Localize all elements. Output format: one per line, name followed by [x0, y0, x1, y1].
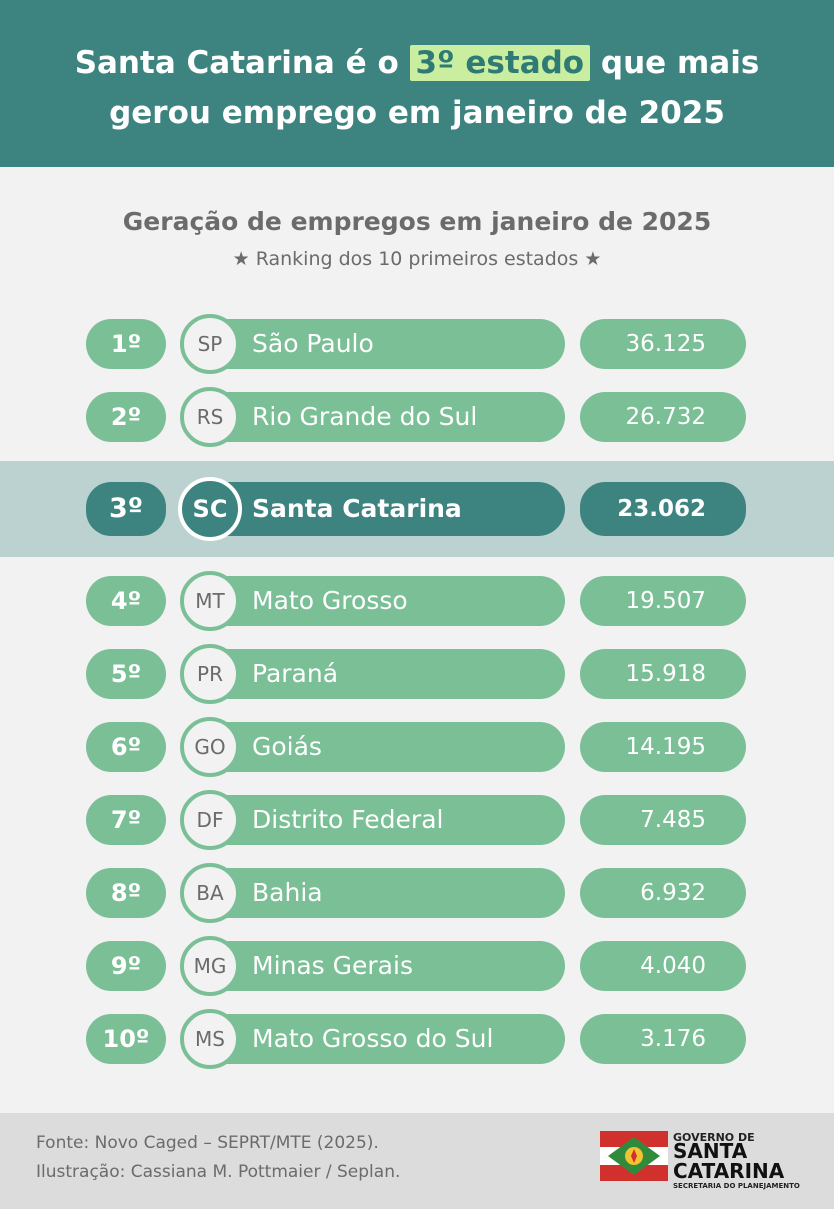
jobs-value: 26.732 [580, 392, 746, 442]
uf-circle: RS [180, 387, 240, 447]
state-bar [186, 319, 565, 369]
jobs-value: 14.195 [580, 722, 746, 772]
ranking-row: 4º MT Mato Grosso 19.507 [0, 571, 834, 631]
ranking-row-highlighted: 3º SC Santa Catarina 23.062 [0, 477, 834, 541]
header-banner: Santa Catarina é o 3º estado que mais ge… [0, 0, 834, 167]
headline-highlight: 3º estado [409, 45, 591, 81]
jobs-value: 36.125 [580, 319, 746, 369]
ranking-row: 1º SP São Paulo 36.125 [0, 314, 834, 374]
jobs-value: 15.918 [580, 649, 746, 699]
headline-line2: gerou emprego em janeiro de 2025 [109, 95, 725, 131]
ranking-row: 8º BA Bahia 6.932 [0, 863, 834, 923]
state-bar [186, 868, 565, 918]
state-bar [186, 576, 565, 626]
state-name: Santa Catarina [252, 494, 462, 523]
jobs-value: 19.507 [580, 576, 746, 626]
ranking-row: 6º GO Goiás 14.195 [0, 717, 834, 777]
jobs-value: 6.932 [580, 868, 746, 918]
credit-note: Ilustração: Cassiana M. Pottmaier / Sepl… [36, 1162, 401, 1182]
headline-line1: Santa Catarina é o 3º estado que mais [0, 38, 834, 88]
state-name: Mato Grosso [252, 586, 408, 615]
jobs-value: 4.040 [580, 941, 746, 991]
uf-circle: SC [178, 477, 242, 541]
jobs-value: 7.485 [580, 795, 746, 845]
rank-badge: 5º [86, 649, 166, 699]
headline-part2: que mais [600, 45, 760, 81]
state-bar [186, 1014, 565, 1064]
state-name: Distrito Federal [252, 805, 444, 834]
uf-circle: MG [180, 936, 240, 996]
state-name: Bahia [252, 878, 323, 907]
chart-subtitle: Geração de empregos em janeiro de 2025 [122, 207, 712, 236]
uf-circle: SP [180, 314, 240, 374]
footer-bar [0, 1113, 834, 1209]
logo-line2: SANTA [673, 1139, 748, 1163]
logo-line3: CATARINA [673, 1159, 785, 1183]
state-name: Rio Grande do Sul [252, 402, 478, 431]
ranking-row: 9º MG Minas Gerais 4.040 [0, 936, 834, 996]
rank-badge: 9º [86, 941, 166, 991]
state-name: Goiás [252, 732, 322, 761]
uf-circle: DF [180, 790, 240, 850]
rank-badge: 8º [86, 868, 166, 918]
government-logo: GOVERNO DE SANTA CATARINA SECRETARIA DO … [600, 1131, 800, 1191]
uf-circle: MT [180, 571, 240, 631]
state-name: Paraná [252, 659, 339, 688]
logo-line4: SECRETARIA DO PLANEJAMENTO [673, 1182, 800, 1190]
source-note: Fonte: Novo Caged – SEPRT/MTE (2025). [36, 1133, 379, 1153]
state-name: Mato Grosso do Sul [252, 1024, 494, 1053]
ranking-row: 10º MS Mato Grosso do Sul 3.176 [0, 1009, 834, 1069]
uf-circle: BA [180, 863, 240, 923]
state-bar [186, 941, 565, 991]
chart-subnote: ★ Ranking dos 10 primeiros estados ★ [232, 248, 602, 270]
state-bar [186, 795, 565, 845]
ranking-row: 2º RS Rio Grande do Sul 26.732 [0, 387, 834, 447]
rank-badge: 4º [86, 576, 166, 626]
rank-badge: 6º [86, 722, 166, 772]
ranking-row: 7º DF Distrito Federal 7.485 [0, 790, 834, 850]
jobs-value: 23.062 [580, 482, 746, 536]
state-bar [186, 482, 565, 536]
rank-badge: 10º [86, 1014, 166, 1064]
rank-badge: 7º [86, 795, 166, 845]
rank-badge: 2º [86, 392, 166, 442]
rank-badge: 1º [86, 319, 166, 369]
state-name: São Paulo [252, 329, 374, 358]
headline-part1: Santa Catarina é o [74, 45, 399, 81]
santa-catarina-flag-icon [600, 1131, 668, 1181]
state-bar [186, 649, 565, 699]
rank-badge: 3º [86, 482, 166, 536]
logo-line1: GOVERNO DE [673, 1131, 755, 1144]
state-name: Minas Gerais [252, 951, 413, 980]
uf-circle: PR [180, 644, 240, 704]
state-bar [186, 722, 565, 772]
uf-circle: GO [180, 717, 240, 777]
uf-circle: MS [180, 1009, 240, 1069]
jobs-value: 3.176 [580, 1014, 746, 1064]
state-bar [186, 392, 565, 442]
ranking-row: 5º PR Paraná 15.918 [0, 644, 834, 704]
